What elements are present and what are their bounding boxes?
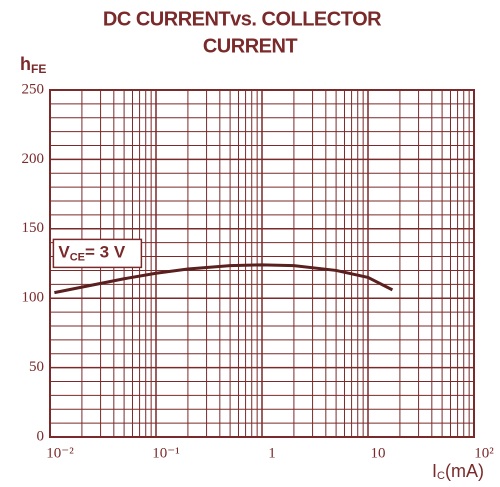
annotation-box [52, 238, 143, 269]
annotation: VCE= 3 V [58, 243, 125, 263]
annotation-rest: = 3 V [85, 243, 126, 262]
y-tick-label: 250 [22, 81, 45, 97]
y-tick-label: 0 [37, 428, 45, 444]
plot-frame [49, 89, 475, 438]
x-tick-label: 1 [268, 445, 276, 461]
x-label-main: I [432, 461, 437, 481]
y-tick-label: 100 [22, 290, 45, 306]
series-line [54, 263, 394, 295]
x-tick-label: 10 [371, 445, 386, 461]
annotation-sub: CE [70, 251, 85, 263]
annotation-main: V [58, 243, 70, 262]
x-tick-label: 10² [474, 445, 494, 461]
x-tick-label: 10⁻¹ [152, 445, 179, 461]
y-tick-label: 50 [29, 359, 44, 375]
y-label-sub: FE [31, 62, 46, 76]
y-label-main: h [20, 54, 31, 74]
y-axis-label: hFE [20, 54, 46, 76]
y-tick-label: 150 [22, 220, 45, 236]
x-tick-label: 10⁻² [46, 445, 74, 461]
x-label-sub: C [437, 470, 445, 482]
x-label-rest: (mA) [445, 461, 484, 481]
chart-title: DC CURRENTvs. COLLECTOR [103, 8, 382, 30]
x-axis-label: IC(mA) [432, 461, 484, 482]
y-tick-label: 200 [22, 151, 45, 167]
chart-title: CURRENT [203, 35, 298, 57]
